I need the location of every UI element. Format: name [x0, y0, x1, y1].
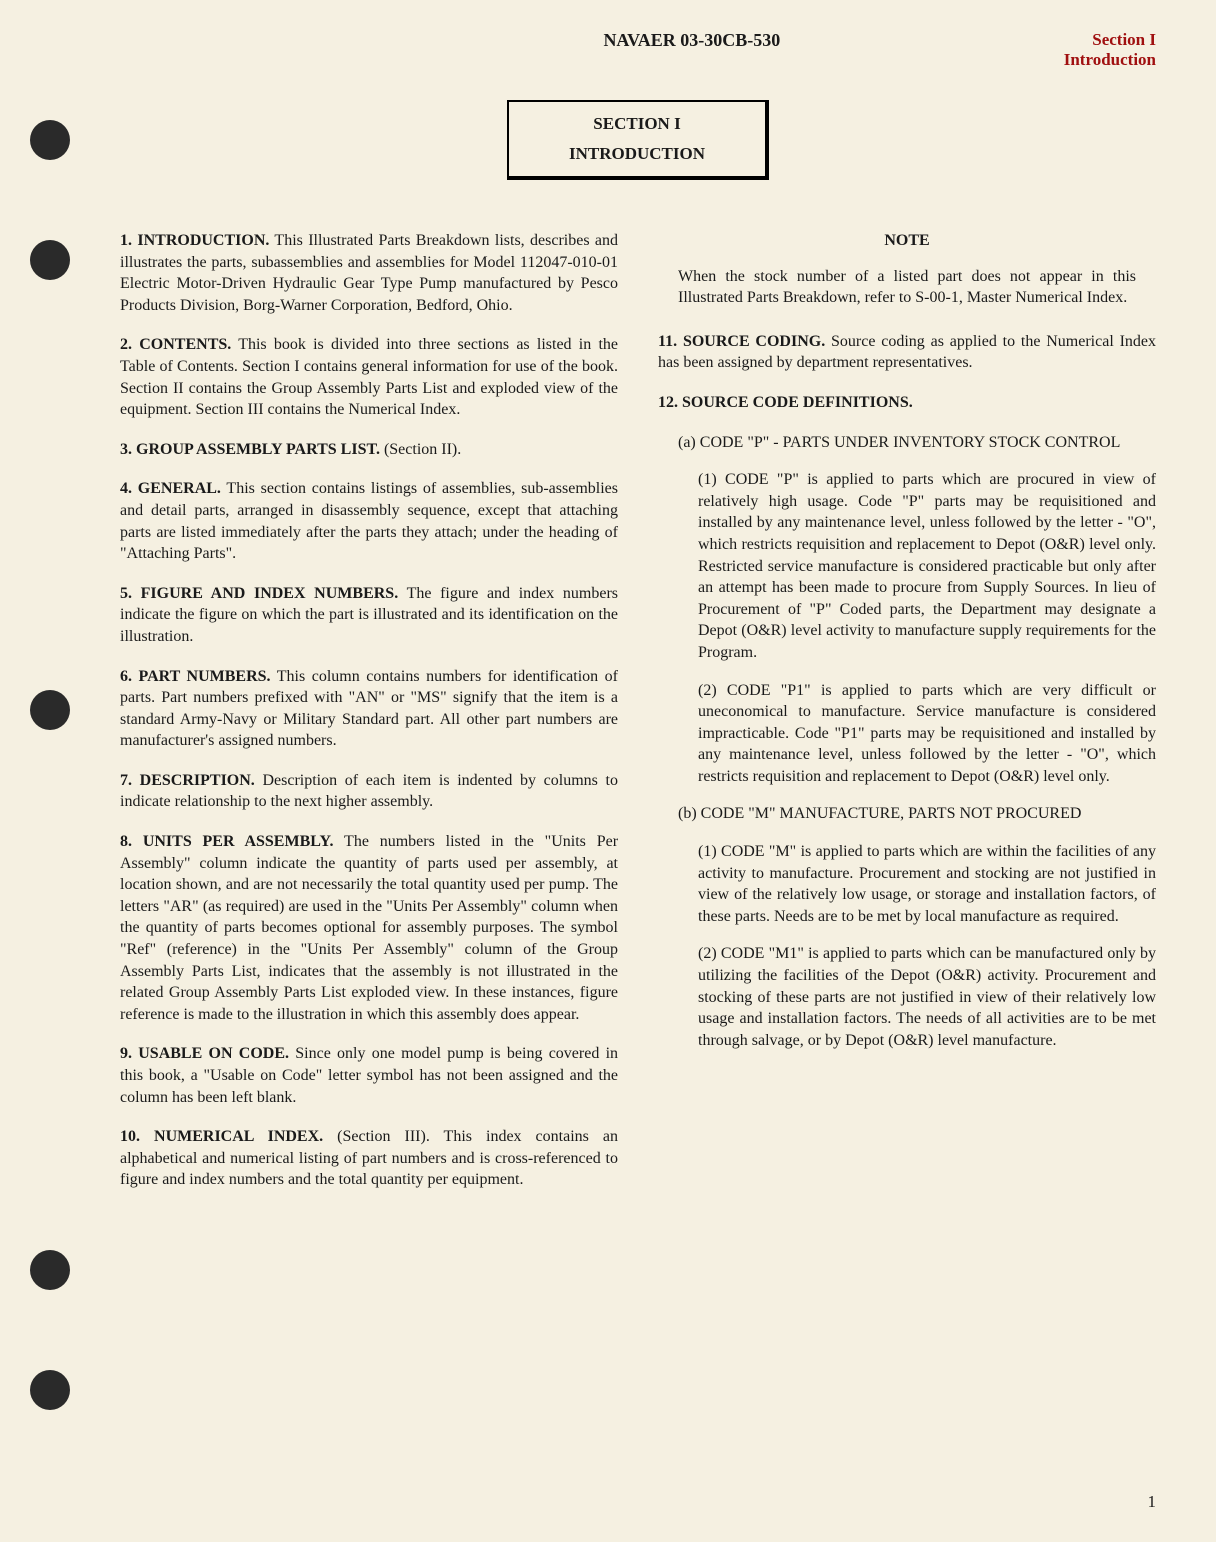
para-number: 8. [120, 833, 132, 850]
sub-text: CODE "M1" is applied to parts which can … [698, 945, 1156, 1048]
para-number: 2. [120, 336, 132, 353]
paragraph-1: 1. INTRODUCTION. This Illustrated Parts … [120, 230, 618, 316]
para-number: 3. [120, 441, 132, 458]
para-body: (Section II). [380, 441, 461, 458]
sub-text: CODE "P" is applied to parts which are p… [698, 471, 1156, 661]
para-number: 9. [120, 1045, 132, 1062]
sub-label: (2) [698, 682, 717, 699]
paragraph-4: 4. GENERAL. This section contains listin… [120, 478, 618, 564]
note-heading: NOTE [658, 230, 1156, 252]
section-title-box: SECTION I INTRODUCTION [507, 100, 769, 180]
page-number: 1 [1148, 1492, 1157, 1512]
binder-hole [30, 240, 70, 280]
paragraph-6: 6. PART NUMBERS. This column contains nu… [120, 666, 618, 752]
section-label: Section I Introduction [1064, 30, 1156, 70]
binder-hole [30, 120, 70, 160]
section-number: SECTION I [569, 114, 705, 134]
paragraph-9: 9. USABLE ON CODE. Since only one model … [120, 1043, 618, 1108]
document-header: NAVAER 03-30CB-530 Section I Introductio… [120, 30, 1156, 70]
content-columns: 1. INTRODUCTION. This Illustrated Parts … [120, 230, 1156, 1209]
para-number: 1. [120, 232, 132, 249]
sub-text: CODE "M" is applied to parts which are w… [698, 843, 1156, 925]
sub-text: CODE "P" - PARTS UNDER INVENTORY STOCK C… [700, 434, 1121, 451]
paragraph-10: 10. NUMERICAL INDEX. (Section III). This… [120, 1126, 618, 1191]
para-heading: GENERAL. [138, 480, 221, 497]
paragraph-12: 12. SOURCE CODE DEFINITIONS. [658, 392, 1156, 414]
para-heading: SOURCE CODE DEFINITIONS. [682, 394, 913, 411]
sub-item-a: (a) CODE "P" - PARTS UNDER INVENTORY STO… [678, 432, 1156, 454]
sub-label: (2) [698, 945, 717, 962]
para-heading: CONTENTS. [139, 336, 231, 353]
section-label-line1: Section I [1064, 30, 1156, 50]
right-column: NOTE When the stock number of a listed p… [658, 230, 1156, 1209]
sub-item-b: (b) CODE "M" MANUFACTURE, PARTS NOT PROC… [678, 803, 1156, 825]
sub-text: CODE "P1" is applied to parts which are … [698, 682, 1156, 785]
sub-label: (1) [698, 843, 717, 860]
para-body: The numbers listed in the "Units Per Ass… [120, 833, 618, 1023]
sub-sub-item-b2: (2) CODE "M1" is applied to parts which … [698, 943, 1156, 1051]
paragraph-5: 5. FIGURE AND INDEX NUMBERS. The figure … [120, 583, 618, 648]
binder-hole [30, 1250, 70, 1290]
note-body: When the stock number of a listed part d… [678, 266, 1136, 309]
paragraph-11: 11. SOURCE CODING. Source coding as appl… [658, 331, 1156, 374]
sub-sub-item-a1: (1) CODE "P" is applied to parts which a… [698, 469, 1156, 663]
para-heading: DESCRIPTION. [140, 772, 255, 789]
binder-hole [30, 1370, 70, 1410]
paragraph-7: 7. DESCRIPTION. Description of each item… [120, 770, 618, 813]
para-number: 4. [120, 480, 132, 497]
para-heading: USABLE ON CODE. [138, 1045, 289, 1062]
section-label-line2: Introduction [1064, 50, 1156, 70]
para-heading: GROUP ASSEMBLY PARTS LIST. [136, 441, 380, 458]
para-number: 10. [120, 1128, 140, 1145]
para-number: 6. [120, 668, 132, 685]
sub-label: (a) [678, 434, 696, 451]
para-number: 7. [120, 772, 132, 789]
paragraph-8: 8. UNITS PER ASSEMBLY. The numbers liste… [120, 831, 618, 1025]
paragraph-3: 3. GROUP ASSEMBLY PARTS LIST. (Section I… [120, 439, 618, 461]
sub-sub-item-a2: (2) CODE "P1" is applied to parts which … [698, 680, 1156, 788]
document-number: NAVAER 03-30CB-530 [120, 30, 1064, 51]
para-heading: NUMERICAL INDEX. [154, 1128, 323, 1145]
paragraph-2: 2. CONTENTS. This book is divided into t… [120, 334, 618, 420]
para-heading: FIGURE AND INDEX NUMBERS. [141, 585, 399, 602]
para-heading: SOURCE CODING. [683, 333, 825, 350]
sub-label: (b) [678, 805, 697, 822]
para-heading: PART NUMBERS. [139, 668, 271, 685]
para-number: 5. [120, 585, 132, 602]
para-heading: UNITS PER ASSEMBLY. [143, 833, 334, 850]
para-number: 11. [658, 333, 677, 350]
sub-sub-item-b1: (1) CODE "M" is applied to parts which a… [698, 841, 1156, 927]
section-title: INTRODUCTION [569, 144, 705, 164]
sub-label: (1) [698, 471, 717, 488]
sub-text: CODE "M" MANUFACTURE, PARTS NOT PROCURED [701, 805, 1082, 822]
left-column: 1. INTRODUCTION. This Illustrated Parts … [120, 230, 618, 1209]
binder-hole [30, 690, 70, 730]
para-number: 12. [658, 394, 678, 411]
para-heading: INTRODUCTION. [137, 232, 269, 249]
